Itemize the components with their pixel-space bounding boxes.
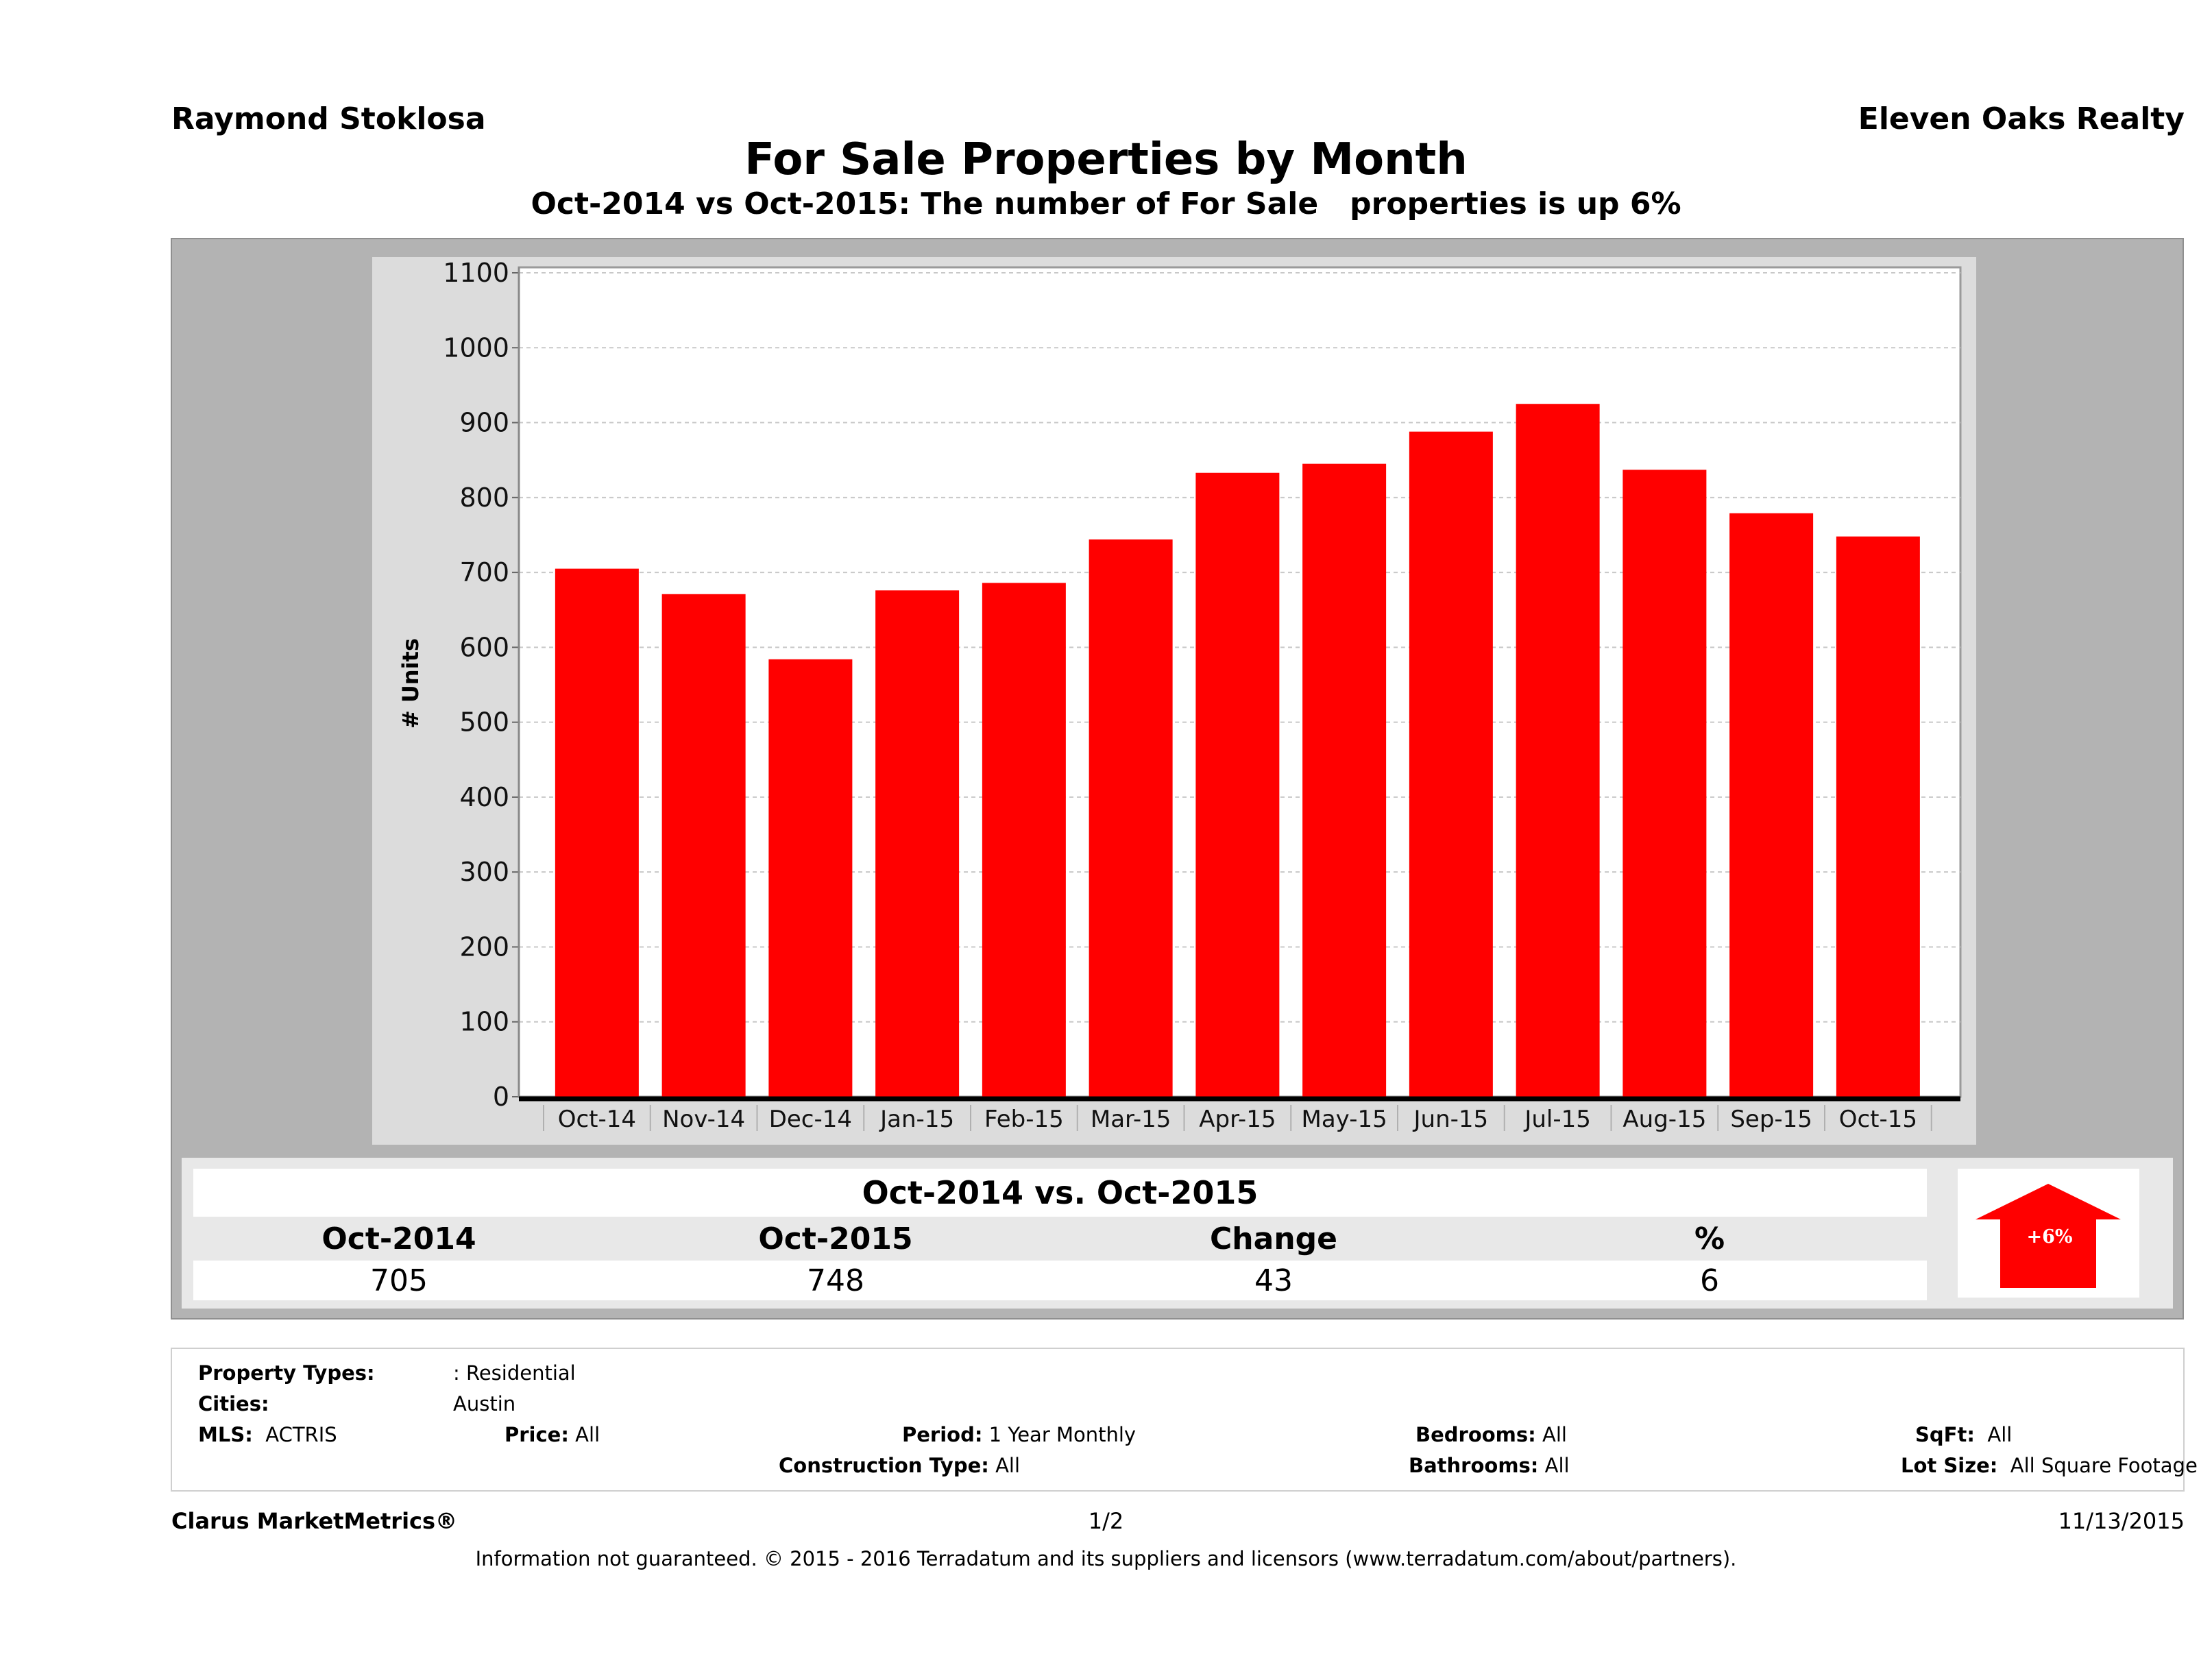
bar-oct-15	[1836, 536, 1920, 1097]
arrow-up-icon: +6%	[1976, 1184, 2121, 1288]
y-tick-label: 800	[459, 483, 509, 513]
bar-feb-15	[982, 583, 1066, 1097]
report-title: For Sale Properties by Month	[744, 134, 1468, 185]
y-tick-label: 200	[459, 932, 509, 962]
x-axis: Oct-14 Nov-14 Dec-14 Jan-15 Feb-15 Mar-15 Apr-…	[519, 1096, 1960, 1133]
bars	[555, 404, 1920, 1097]
x-tick-label: Mar-15	[1091, 1106, 1171, 1133]
y-tick-label: 100	[459, 1007, 509, 1037]
summary-value: 43	[1254, 1263, 1293, 1298]
x-tick-label: Jan-15	[879, 1106, 954, 1133]
y-tick-label: 500	[459, 707, 509, 738]
y-tick-label: 0	[493, 1082, 509, 1112]
filter-value: Austin	[453, 1392, 516, 1415]
summary-header: %	[1694, 1221, 1725, 1256]
x-tick-label: Sep-15	[1730, 1106, 1812, 1133]
brand-label: Clarus MarketMetrics®	[171, 1508, 458, 1534]
x-tick-label: Jul-15	[1523, 1106, 1591, 1133]
x-tick-label: Apr-15	[1199, 1106, 1276, 1133]
bar-dec-14	[768, 659, 853, 1097]
filter-value: 1 Year Monthly	[988, 1423, 1137, 1446]
filter-value: : Residential	[453, 1361, 576, 1385]
filter-value: All	[1544, 1454, 1570, 1477]
filter-value: All	[995, 1454, 1021, 1477]
y-tick-label: 700	[459, 557, 509, 587]
filter-value: All Square Footage	[2010, 1454, 2198, 1477]
filter-value: All	[575, 1423, 600, 1446]
page-number: 1/2	[1088, 1508, 1124, 1534]
bar-oct-14	[555, 568, 639, 1097]
filter-label: Bedrooms:	[1415, 1423, 1536, 1446]
y-tick-label: 900	[459, 408, 509, 438]
summary-header: Oct-2014	[321, 1221, 476, 1256]
report-date: 11/13/2015	[2058, 1508, 2185, 1534]
y-tick-label: 1100	[443, 258, 509, 288]
bar-aug-15	[1622, 470, 1707, 1097]
y-tick-label: 400	[459, 782, 509, 812]
bar-mar-15	[1089, 539, 1173, 1097]
y-tick-label: 1000	[443, 332, 509, 363]
bar-may-15	[1302, 463, 1387, 1097]
y-axis-label: # Units	[398, 638, 424, 729]
bar-apr-15	[1195, 472, 1280, 1097]
filter-label: Cities:	[198, 1392, 269, 1415]
filter-criteria: Property Types: : Residential Cities: Au…	[171, 1348, 2198, 1492]
x-tick-label: Oct-14	[558, 1106, 636, 1133]
summary-title: Oct-2014 vs. Oct-2015	[193, 1169, 1927, 1217]
y-axis: 0 100 200 300 400 500 600 700 800 900 1000 1100	[443, 258, 520, 1112]
filter-label: Lot Size:	[1901, 1454, 1998, 1477]
x-tick-label: Oct-15	[1839, 1106, 1917, 1133]
summary-header-row: Oct-2014 Oct-2015 Change %	[193, 1217, 1927, 1261]
x-tick-label: Aug-15	[1622, 1106, 1706, 1133]
filter-label: Property Types:	[198, 1361, 375, 1385]
filter-label: MLS:	[198, 1423, 253, 1446]
company-name: Eleven Oaks Realty	[1858, 101, 2185, 136]
x-tick-label: May-15	[1302, 1106, 1387, 1133]
x-tick-label: Nov-14	[662, 1106, 745, 1133]
y-tick-label: 300	[459, 857, 509, 887]
filter-label: SqFt:	[1915, 1423, 1975, 1446]
report-subtitle: Oct-2014 vs Oct-2015: The number of For …	[531, 186, 1681, 221]
filter-value: All	[1542, 1423, 1567, 1446]
y-tick-label: 600	[459, 632, 509, 662]
filter-label: Bathrooms:	[1409, 1454, 1539, 1477]
gridlines	[519, 272, 1960, 1023]
agent-name: Raymond Stoklosa	[171, 101, 486, 136]
bar-jan-15	[875, 590, 960, 1097]
filter-label: Construction Type:	[779, 1454, 989, 1477]
summary-value: 748	[807, 1263, 864, 1298]
summary-value: 705	[370, 1263, 428, 1298]
filter-value: All	[1987, 1423, 2013, 1446]
summary-header: Change	[1210, 1221, 1337, 1256]
bar-nov-14	[661, 594, 746, 1097]
filter-label: Period:	[902, 1423, 983, 1446]
filter-value: ACTRIS	[265, 1423, 337, 1446]
disclaimer: Information not guaranteed. © 2015 - 201…	[475, 1547, 1737, 1570]
bar-jul-15	[1516, 404, 1600, 1097]
change-badge: +6%	[1958, 1169, 2139, 1298]
x-tick-label: Dec-14	[769, 1106, 852, 1133]
x-tick-label: Jun-15	[1413, 1106, 1489, 1133]
bar-jun-15	[1409, 431, 1493, 1097]
x-tick-label: Feb-15	[984, 1106, 1064, 1133]
summary-value: 6	[1700, 1263, 1719, 1298]
change-badge-label: +6%	[2026, 1226, 2072, 1248]
summary-header: Oct-2015	[758, 1221, 913, 1256]
summary-value-row: 705 748 43 6	[193, 1261, 1927, 1300]
filter-label: Price:	[505, 1423, 569, 1446]
bar-sep-15	[1729, 513, 1814, 1097]
